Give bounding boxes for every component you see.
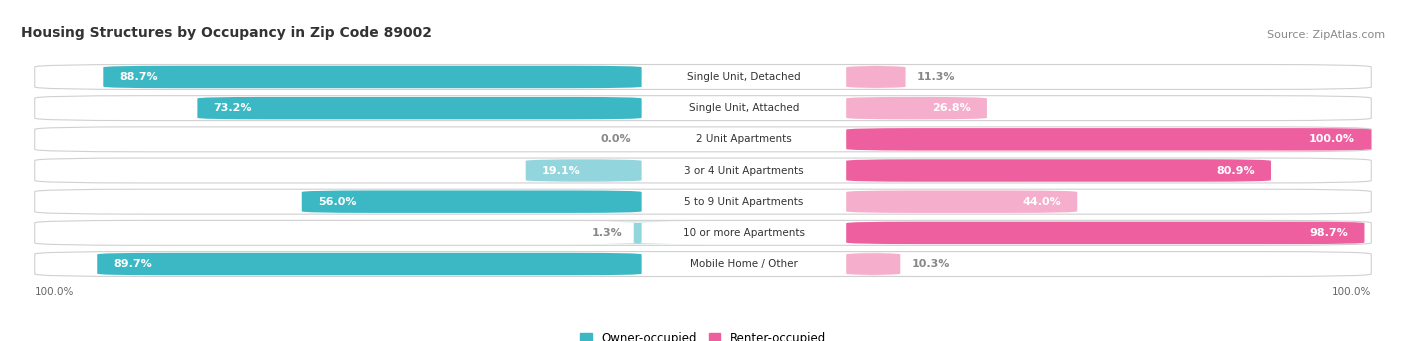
FancyBboxPatch shape — [846, 191, 1077, 213]
Text: 88.7%: 88.7% — [120, 72, 159, 82]
Text: 73.2%: 73.2% — [214, 103, 252, 113]
FancyBboxPatch shape — [35, 220, 1371, 245]
FancyBboxPatch shape — [35, 252, 1371, 277]
FancyBboxPatch shape — [35, 96, 1371, 121]
Text: 98.7%: 98.7% — [1309, 228, 1348, 238]
FancyBboxPatch shape — [832, 253, 914, 275]
Text: 2 Unit Apartments: 2 Unit Apartments — [696, 134, 792, 144]
FancyBboxPatch shape — [574, 222, 702, 244]
FancyBboxPatch shape — [838, 66, 914, 88]
Text: 5 to 9 Unit Apartments: 5 to 9 Unit Apartments — [685, 197, 804, 207]
FancyBboxPatch shape — [846, 222, 1364, 244]
Text: Single Unit, Attached: Single Unit, Attached — [689, 103, 799, 113]
FancyBboxPatch shape — [846, 128, 1371, 150]
FancyBboxPatch shape — [302, 191, 641, 213]
Text: 80.9%: 80.9% — [1216, 165, 1254, 176]
Text: 19.1%: 19.1% — [543, 165, 581, 176]
Text: 1.3%: 1.3% — [592, 228, 623, 238]
Text: 89.7%: 89.7% — [114, 259, 152, 269]
Text: 11.3%: 11.3% — [917, 72, 955, 82]
Text: 100.0%: 100.0% — [1309, 134, 1355, 144]
Text: Source: ZipAtlas.com: Source: ZipAtlas.com — [1267, 30, 1385, 40]
FancyBboxPatch shape — [35, 189, 1371, 214]
Text: Single Unit, Detached: Single Unit, Detached — [688, 72, 801, 82]
FancyBboxPatch shape — [103, 66, 641, 88]
Text: 3 or 4 Unit Apartments: 3 or 4 Unit Apartments — [685, 165, 804, 176]
Text: 10 or more Apartments: 10 or more Apartments — [683, 228, 804, 238]
FancyBboxPatch shape — [846, 159, 1271, 182]
FancyBboxPatch shape — [97, 253, 641, 275]
Text: Mobile Home / Other: Mobile Home / Other — [690, 259, 797, 269]
FancyBboxPatch shape — [35, 64, 1371, 89]
Text: 26.8%: 26.8% — [932, 103, 970, 113]
Text: Housing Structures by Occupancy in Zip Code 89002: Housing Structures by Occupancy in Zip C… — [21, 26, 432, 40]
Text: 0.0%: 0.0% — [600, 134, 631, 144]
Text: 10.3%: 10.3% — [911, 259, 949, 269]
Text: 100.0%: 100.0% — [35, 287, 75, 297]
FancyBboxPatch shape — [846, 97, 987, 119]
FancyBboxPatch shape — [526, 159, 641, 182]
FancyBboxPatch shape — [197, 97, 641, 119]
FancyBboxPatch shape — [35, 127, 1371, 152]
Text: 56.0%: 56.0% — [318, 197, 357, 207]
Legend: Owner-occupied, Renter-occupied: Owner-occupied, Renter-occupied — [575, 327, 831, 341]
Text: 44.0%: 44.0% — [1022, 197, 1062, 207]
Text: 100.0%: 100.0% — [1331, 287, 1371, 297]
FancyBboxPatch shape — [35, 158, 1371, 183]
